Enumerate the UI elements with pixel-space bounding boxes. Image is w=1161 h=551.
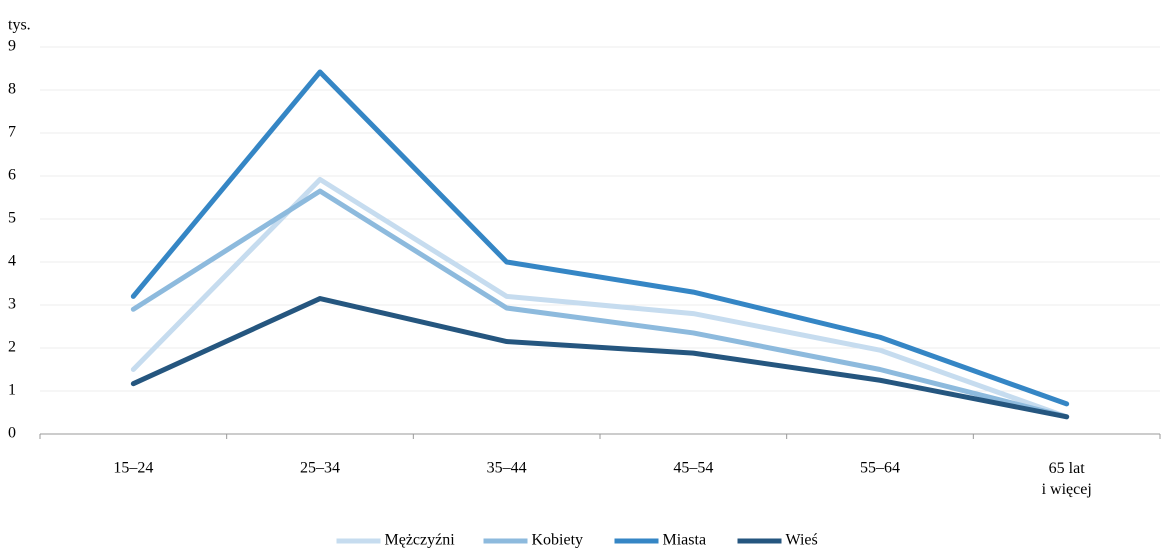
x-tick-label: 35–44 <box>487 460 527 477</box>
x-tick-label: 25–34 <box>300 460 340 477</box>
legend-label: Wieś <box>786 532 818 549</box>
y-tick-label: 4 <box>8 253 16 270</box>
y-tick-label: 8 <box>8 81 16 98</box>
legend-label: Mężczyźni <box>385 532 456 549</box>
legend-label: Kobiety <box>532 532 584 549</box>
x-tick-label: 55–64 <box>860 460 900 477</box>
y-tick-label: 9 <box>8 38 16 55</box>
y-tick-label: 5 <box>8 210 16 227</box>
series-line <box>130 69 1070 407</box>
y-tick-label: 7 <box>8 124 16 141</box>
y-tick-label: 6 <box>8 167 16 184</box>
x-tick-label: 15–24 <box>113 460 153 477</box>
y-tick-label: 0 <box>8 425 16 442</box>
legend-label: Miasta <box>663 532 707 549</box>
y-tick-label: 1 <box>8 382 16 399</box>
series-line <box>130 188 1070 420</box>
y-tick-label: 2 <box>8 339 16 356</box>
y-unit-label: tys. <box>8 17 31 34</box>
series-line <box>130 296 1070 420</box>
x-tick-label: 45–54 <box>673 460 713 477</box>
y-tick-label: 3 <box>8 296 16 313</box>
x-tick-label: 65 lat i więcej <box>1042 460 1092 498</box>
